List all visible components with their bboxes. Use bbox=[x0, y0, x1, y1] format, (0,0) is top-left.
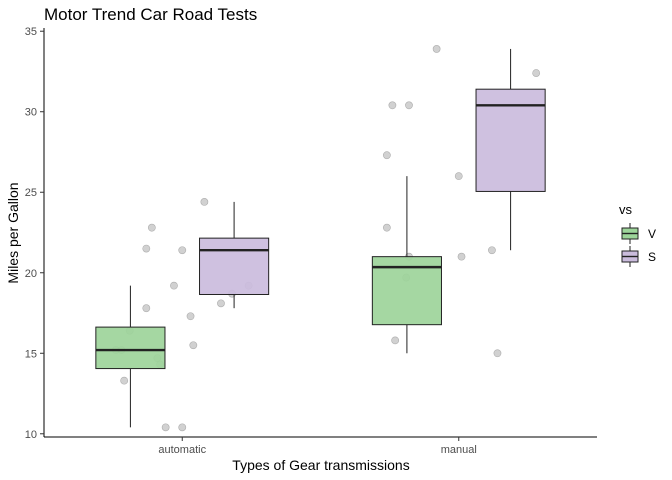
box-body bbox=[95, 326, 166, 370]
data-point bbox=[147, 223, 156, 232]
data-point bbox=[391, 336, 400, 345]
data-point bbox=[488, 246, 496, 255]
box-manual-S bbox=[475, 48, 546, 251]
data-point bbox=[454, 172, 463, 181]
boxes bbox=[95, 48, 546, 428]
data-point bbox=[493, 349, 502, 358]
y-tick-label: 15 bbox=[25, 348, 37, 360]
x-tick-label: manual bbox=[441, 444, 477, 456]
data-point bbox=[170, 281, 178, 290]
y-tick-label: 35 bbox=[25, 26, 37, 38]
box-automatic-V bbox=[95, 285, 166, 428]
y-tick-label: 30 bbox=[25, 107, 37, 119]
legend-label-V: V bbox=[648, 227, 656, 241]
data-point bbox=[432, 45, 441, 53]
box-manual-V bbox=[371, 176, 442, 354]
box-automatic-S bbox=[199, 201, 270, 309]
data-point bbox=[382, 223, 391, 232]
data-point bbox=[186, 312, 195, 321]
y-tick-label: 10 bbox=[25, 429, 37, 441]
data-point bbox=[382, 151, 391, 160]
axes: 10 15 20 25 30 35 automatic manual bbox=[25, 26, 597, 456]
data-point bbox=[405, 101, 413, 110]
data-point bbox=[189, 341, 198, 350]
data-point bbox=[388, 101, 397, 110]
data-point bbox=[532, 69, 541, 77]
data-point bbox=[457, 252, 466, 261]
legend-label-S: S bbox=[648, 250, 656, 264]
data-point bbox=[178, 423, 187, 432]
legend-title: vs bbox=[619, 202, 633, 217]
y-tick-label: 25 bbox=[25, 187, 37, 199]
data-point bbox=[178, 246, 187, 255]
data-point bbox=[200, 198, 209, 206]
y-axis-label: Miles per Gallon bbox=[5, 182, 21, 283]
data-point bbox=[120, 376, 129, 385]
box-body bbox=[199, 237, 270, 295]
chart-title: Motor Trend Car Road Tests bbox=[44, 5, 257, 24]
x-tick-label: automatic bbox=[158, 444, 206, 456]
legend: vs VS bbox=[619, 202, 656, 267]
data-point bbox=[161, 423, 170, 432]
y-tick-label: 20 bbox=[25, 268, 37, 280]
data-point bbox=[217, 299, 225, 308]
x-axis-label: Types of Gear transmissions bbox=[232, 457, 409, 473]
data-point bbox=[142, 244, 151, 253]
data-point bbox=[142, 304, 151, 313]
